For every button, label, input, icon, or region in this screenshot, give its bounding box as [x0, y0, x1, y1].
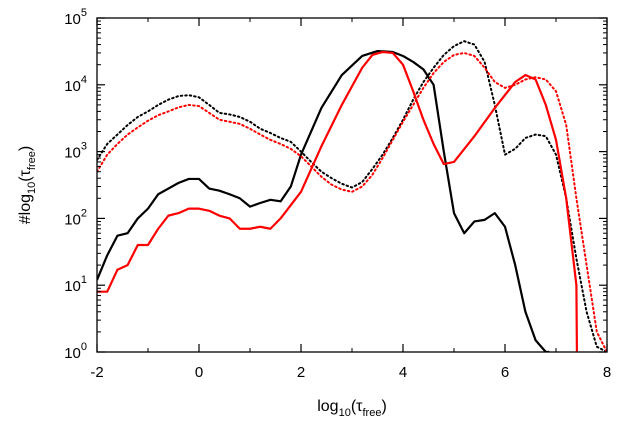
y-tick-label: 105	[64, 7, 87, 28]
y-axis-label-end: )	[17, 146, 34, 151]
x-axis-label-sub2: free	[362, 407, 381, 419]
x-axis-label-base: log	[317, 398, 338, 415]
y-tick-label: 103	[64, 141, 87, 162]
series-layer	[97, 40, 607, 352]
x-tick-label: 0	[195, 364, 203, 381]
x-tick-label: -2	[90, 364, 103, 381]
y-tick-exponent: 4	[81, 74, 87, 86]
x-axis-label-sub1: 10	[339, 407, 351, 419]
y-tick-exponent: 2	[81, 207, 87, 219]
y-tick-mantissa: 10	[64, 211, 81, 228]
y-tick-label: 101	[64, 274, 87, 295]
y-tick-mantissa: 10	[64, 78, 81, 95]
series-line-4	[97, 51, 607, 352]
x-axis-label: log10(τfree)	[317, 398, 387, 419]
y-axis-label-sub1: 10	[26, 182, 38, 194]
x-tick-label: 6	[501, 364, 509, 381]
y-tick-mantissa: 10	[64, 345, 81, 362]
y-axis-label-sub2: free	[26, 151, 38, 170]
y-axis-label-base: #log	[17, 194, 34, 224]
y-tick-mantissa: 10	[64, 11, 81, 28]
y-tick-label: 104	[64, 74, 87, 95]
x-axis-label-end: )	[381, 398, 386, 415]
y-tick-exponent: 3	[81, 141, 87, 153]
x-tick-label: 8	[603, 364, 611, 381]
x-tick-label: 2	[297, 364, 305, 381]
y-axis-label: #log10(τfree)	[17, 146, 38, 224]
x-tick-label: 4	[399, 364, 407, 381]
label-layer: log10(τfree) #log10(τfree)	[17, 146, 387, 419]
series-line-2	[97, 40, 607, 352]
y-tick-mantissa: 10	[64, 278, 81, 295]
y-tick-mantissa: 10	[64, 145, 81, 162]
x-axis-label-mid: (τ	[351, 398, 363, 415]
series-line-3	[97, 50, 579, 352]
y-tick-exponent: 5	[81, 7, 87, 19]
y-tick-label: 100	[64, 341, 87, 362]
y-axis-label-mid: (τ	[17, 169, 34, 181]
series-line-1	[97, 49, 550, 352]
y-tick-exponent: 1	[81, 274, 87, 286]
y-tick-label: 102	[64, 207, 87, 228]
y-tick-exponent: 0	[81, 341, 87, 353]
